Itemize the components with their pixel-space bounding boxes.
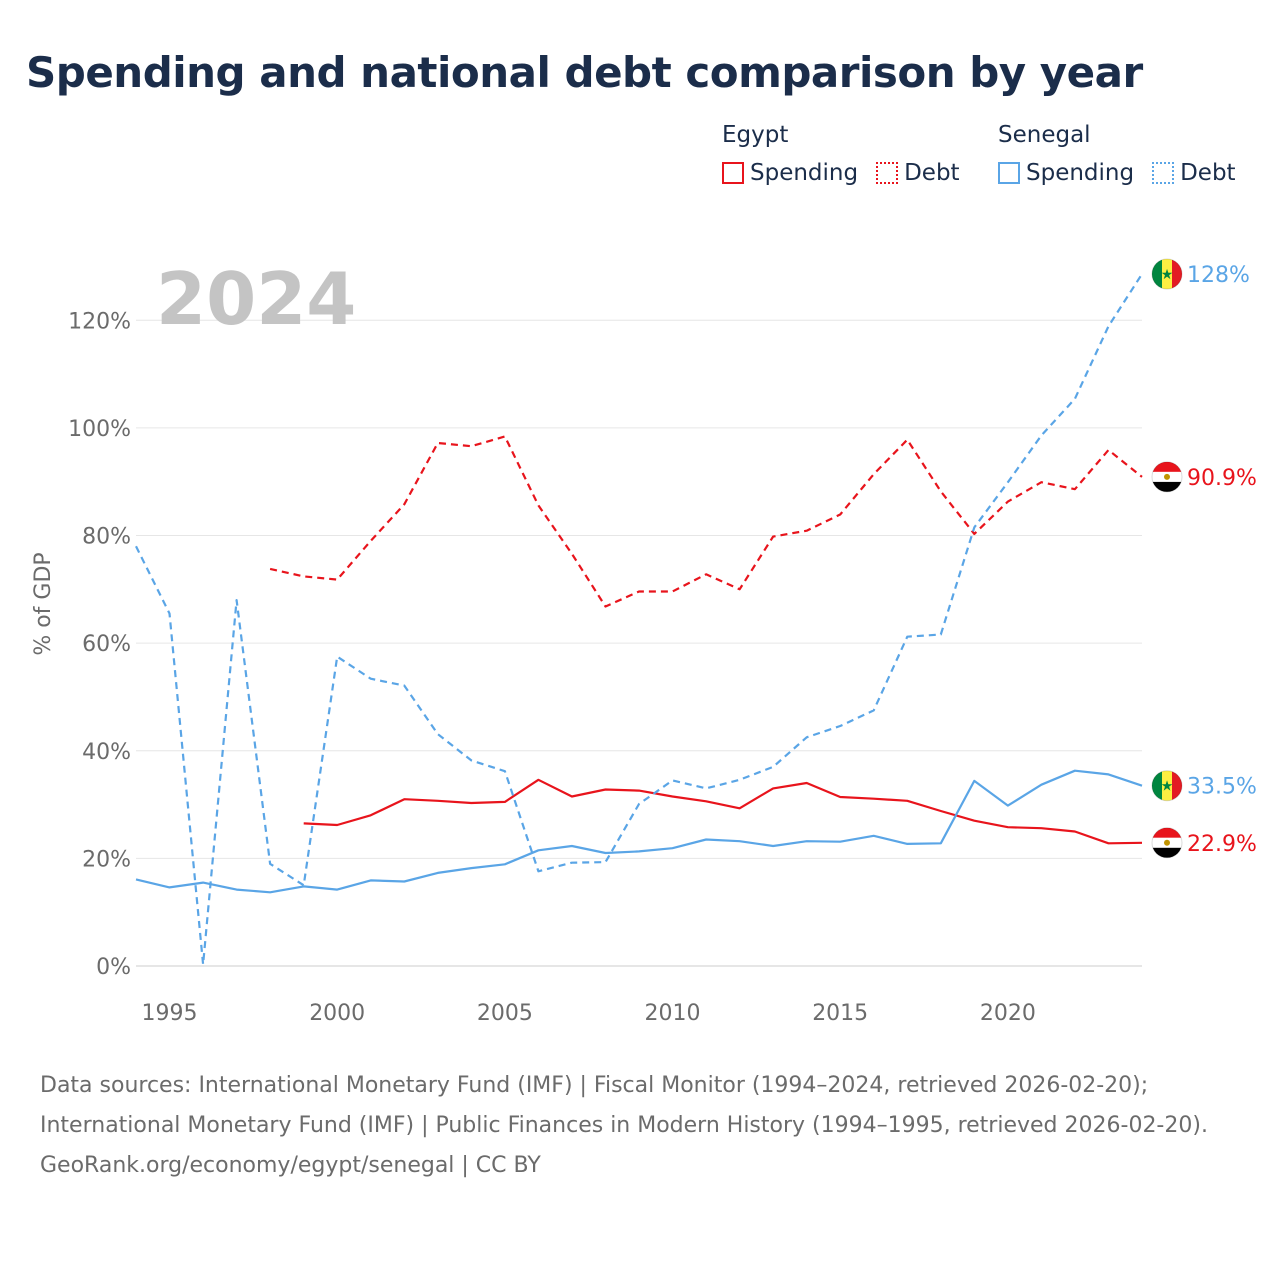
y-tick-label: 80% bbox=[82, 525, 131, 550]
flag-outline bbox=[1151, 461, 1183, 493]
senegal-flag-icon: ★ bbox=[1152, 259, 1182, 289]
legend-country-egypt: Egypt bbox=[722, 122, 789, 148]
series-line-egypt-debt[interactable] bbox=[269, 435, 1143, 608]
end-value-label: 90.9% bbox=[1187, 466, 1257, 491]
year-watermark: 2024 bbox=[156, 257, 356, 341]
chart-title: Spending and national debt comparison by… bbox=[26, 48, 1143, 97]
svg-text:★: ★ bbox=[1161, 267, 1174, 283]
flag-outline bbox=[1151, 258, 1183, 290]
legend-item-egypt-debt[interactable]: Debt bbox=[876, 160, 960, 186]
x-tick-label: 2005 bbox=[477, 1001, 533, 1026]
x-tick-label: 1995 bbox=[142, 1001, 198, 1026]
legend-label: Debt bbox=[904, 160, 960, 186]
legend-label: Spending bbox=[1026, 160, 1135, 186]
series-line-egypt-spending[interactable] bbox=[303, 778, 1143, 845]
y-tick-label: 120% bbox=[68, 309, 131, 334]
flag-outline bbox=[1151, 827, 1183, 859]
legend-item-egypt-spending[interactable]: Spending bbox=[722, 160, 858, 186]
y-tick-label: 20% bbox=[82, 847, 131, 872]
footer: Data sources: International Monetary Fun… bbox=[40, 1066, 1240, 1186]
y-tick-label: 100% bbox=[68, 417, 131, 442]
egypt-flag-icon bbox=[1152, 827, 1182, 858]
legend-group-senegal: Senegal Spending Debt bbox=[998, 122, 1254, 186]
attribution-link[interactable]: GeoRank.org/economy/egypt/senegal | CC B… bbox=[40, 1153, 541, 1178]
flag-outline bbox=[1151, 770, 1183, 802]
y-tick-label: 40% bbox=[82, 740, 131, 765]
legend-swatch-solid-icon bbox=[722, 162, 744, 184]
legend-group-egypt: Egypt Spending Debt bbox=[722, 122, 978, 186]
legend-label: Debt bbox=[1180, 160, 1236, 186]
series-line-senegal-debt[interactable] bbox=[135, 273, 1143, 966]
x-tick-label: 2010 bbox=[645, 1001, 701, 1026]
x-tick-label: 2015 bbox=[812, 1001, 868, 1026]
y-axis-label: % of GDP bbox=[31, 552, 56, 655]
x-tick-label: 2020 bbox=[980, 1001, 1036, 1026]
legend-swatch-dotted-icon bbox=[1152, 162, 1175, 184]
end-value-label: 128% bbox=[1187, 263, 1250, 288]
legend-label: Spending bbox=[750, 160, 859, 186]
end-value-label: 33.5% bbox=[1187, 775, 1257, 800]
legend-country-senegal: Senegal bbox=[998, 122, 1091, 148]
x-tick-label: 2000 bbox=[309, 1001, 365, 1026]
y-tick-label: 60% bbox=[82, 632, 131, 657]
egypt-flag-icon bbox=[1152, 461, 1182, 492]
series-line-senegal-spending[interactable] bbox=[135, 769, 1143, 894]
legend-item-senegal-debt[interactable]: Debt bbox=[1152, 160, 1236, 186]
senegal-flag-icon: ★ bbox=[1152, 770, 1182, 801]
line-chart: 2024 % of GDP 0% 20% 40% 60% 80% 100% 120% 1995… bbox=[31, 257, 1257, 1026]
end-value-label: 22.9% bbox=[1187, 832, 1257, 857]
legend-swatch-dotted-icon bbox=[876, 162, 899, 184]
y-tick-label: 0% bbox=[96, 955, 131, 980]
legend-item-senegal-spending[interactable]: Spending bbox=[998, 160, 1134, 186]
legend-swatch-solid-icon bbox=[998, 162, 1020, 184]
svg-text:★: ★ bbox=[1161, 779, 1174, 795]
data-sources: Data sources: International Monetary Fun… bbox=[40, 1073, 1208, 1138]
